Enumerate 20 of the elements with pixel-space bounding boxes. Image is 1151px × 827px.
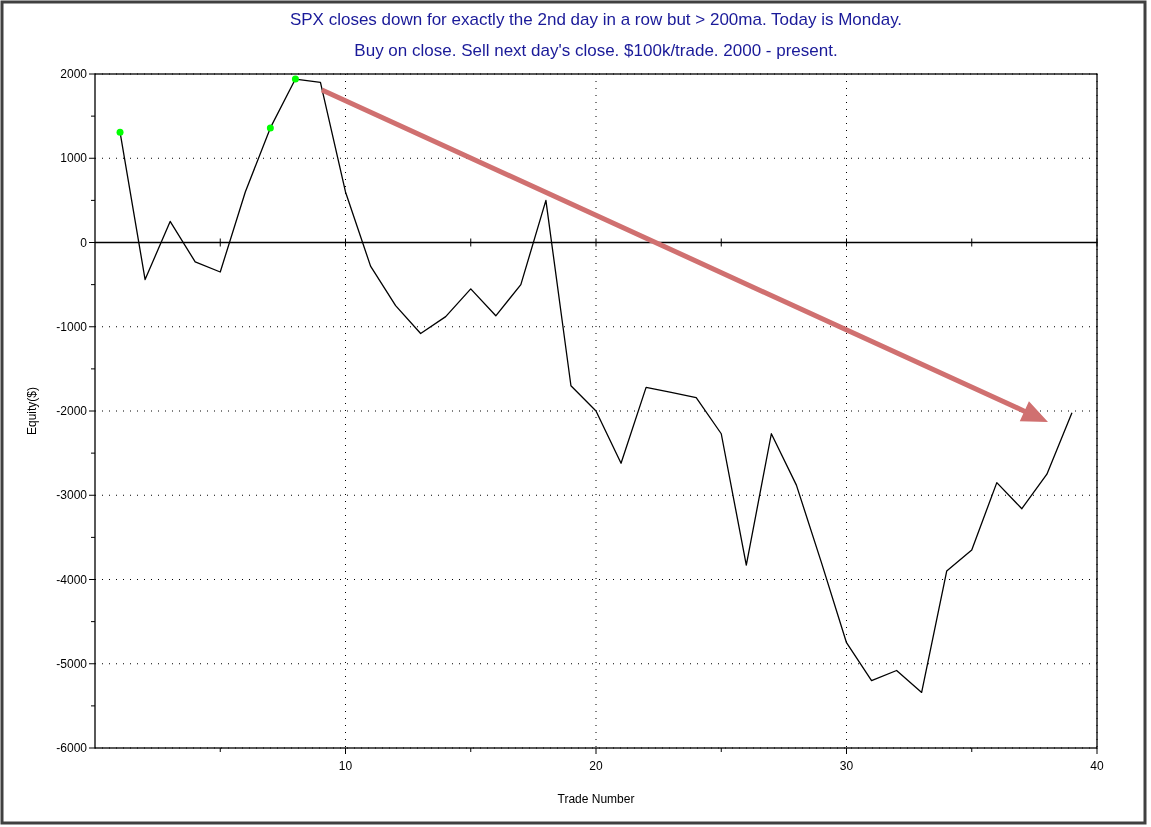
x-tick-label: 10 xyxy=(338,759,353,773)
y-tick-label: -6000 xyxy=(56,741,88,756)
y-tick-label: 1000 xyxy=(60,151,88,166)
x-tick-label: 30 xyxy=(839,759,854,773)
y-tick-label: 2000 xyxy=(60,67,88,82)
y-axis-title: Equity($) xyxy=(25,386,39,436)
y-tick-label: -2000 xyxy=(56,404,88,419)
point xyxy=(291,75,299,83)
y-tick-label: -1000 xyxy=(56,319,88,334)
chart-title: SPX closes down for exactly the 2nd day in a row but > 200ma. Today is Monday. xyxy=(289,10,903,29)
y-tick-label: -5000 xyxy=(56,656,88,671)
chart-subtitle: Buy on close. Sell next day's close. $100k/trade. 2000 - present. xyxy=(354,41,838,60)
y-tick-label: -4000 xyxy=(56,572,88,587)
point xyxy=(116,128,124,136)
point xyxy=(266,124,274,132)
y-tick-label: 0 xyxy=(80,235,88,250)
x-tick-label: 20 xyxy=(589,759,603,773)
y-tick-label: -3000 xyxy=(56,488,88,503)
x-axis-title: Trade Number xyxy=(557,792,635,806)
x-tick-label: 40 xyxy=(1090,759,1104,773)
